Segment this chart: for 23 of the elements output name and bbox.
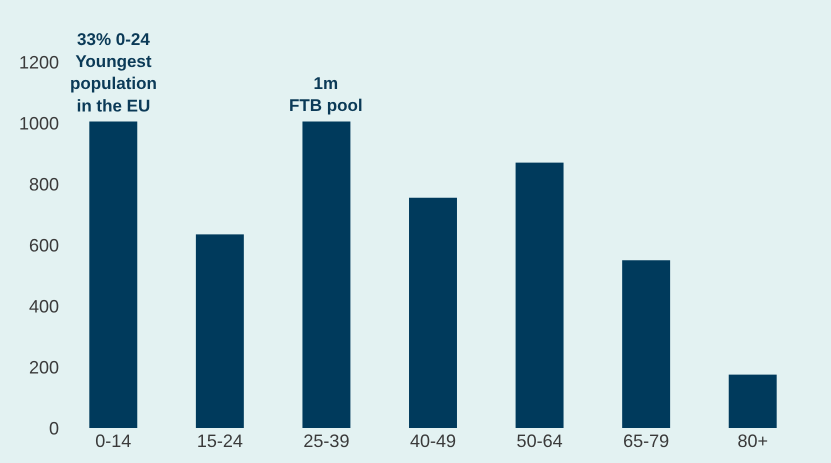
y-tick-label: 1000: [18, 113, 59, 134]
x-tick-label: 50-64: [516, 431, 563, 451]
bar: [516, 162, 564, 428]
y-tick-label: 0: [48, 418, 59, 438]
bar: [89, 121, 138, 428]
x-tick-label: 40-49: [410, 431, 456, 451]
bar: [409, 198, 457, 428]
bar: [728, 374, 777, 428]
annotation: 1m FTB pool: [289, 74, 363, 116]
y-tick-label: 800: [28, 174, 59, 194]
bar: [196, 234, 244, 428]
bar: [622, 260, 670, 428]
x-tick-label: 0-14: [95, 431, 132, 451]
y-tick-label: 600: [28, 235, 59, 256]
y-tick-label: 200: [28, 357, 59, 378]
x-tick-label: 15-24: [196, 431, 243, 451]
x-tick-label: 80+: [737, 431, 768, 451]
y-tick-label: 1200: [18, 52, 59, 72]
y-tick-label: 400: [28, 296, 59, 316]
x-tick-label: 25-39: [303, 431, 350, 451]
bar: [302, 121, 350, 428]
annotation: 33% 0-24 Youngest population in the EU: [70, 30, 157, 116]
x-tick-label: 65-79: [623, 431, 670, 451]
